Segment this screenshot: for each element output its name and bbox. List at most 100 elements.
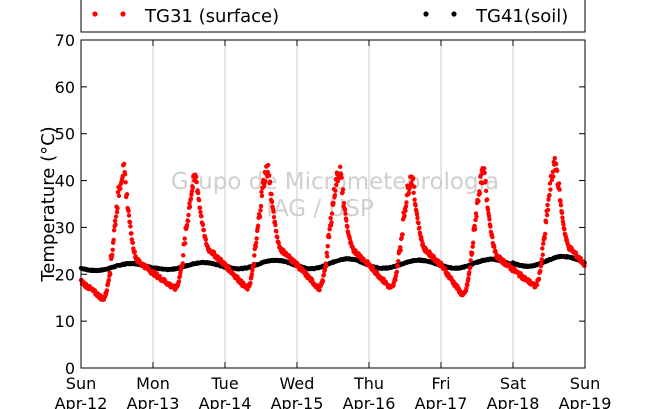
surface-point — [472, 227, 478, 232]
surface-point — [417, 225, 422, 231]
surface-point — [203, 237, 208, 242]
surface-point — [558, 199, 563, 204]
y-tick-label: 10 — [55, 312, 75, 331]
surface-point — [321, 272, 327, 278]
series-tg31-points — [78, 155, 587, 303]
surface-point — [110, 247, 115, 252]
surface-point — [406, 190, 412, 195]
x-tick-label-date: Apr-16 — [343, 394, 396, 409]
x-tick-label-date: Apr-13 — [127, 394, 180, 409]
x-tick-label-date: Apr-19 — [559, 394, 612, 409]
surface-point — [317, 287, 322, 293]
surface-point — [122, 172, 128, 177]
surface-point — [248, 280, 253, 286]
surface-point — [474, 214, 479, 219]
surface-point — [467, 270, 472, 275]
surface-point — [485, 207, 491, 212]
y-tick-label: 20 — [55, 265, 75, 284]
legend-marker-tg31-1 — [92, 11, 98, 17]
surface-point — [329, 211, 335, 216]
surface-point — [468, 258, 473, 263]
surface-point — [334, 182, 339, 188]
surface-point — [187, 201, 192, 206]
surface-point — [411, 190, 416, 195]
x-tick-label-day: Mon — [136, 374, 170, 393]
surface-point — [483, 178, 488, 184]
surface-point — [269, 199, 275, 205]
surface-point — [267, 179, 273, 184]
surface-point — [329, 220, 334, 225]
surface-point — [547, 181, 553, 186]
surface-point — [333, 188, 338, 193]
surface-point — [327, 227, 332, 232]
surface-point — [254, 236, 259, 241]
surface-point — [177, 274, 183, 279]
surface-point — [111, 237, 116, 243]
surface-point — [534, 282, 540, 288]
surface-point — [340, 187, 346, 192]
surface-point — [258, 208, 263, 213]
surface-point — [249, 271, 255, 277]
surface-point — [412, 197, 417, 202]
surface-point — [558, 203, 564, 208]
series-tg41-points — [78, 253, 587, 274]
x-tick-label-day: Sun — [570, 374, 600, 393]
surface-point — [548, 187, 553, 192]
surface-point — [186, 212, 191, 218]
surface-point — [490, 234, 495, 240]
surface-point — [487, 217, 492, 222]
surface-point — [331, 200, 336, 206]
surface-point — [254, 240, 259, 246]
surface-point — [539, 261, 544, 266]
surface-point — [332, 193, 338, 198]
surface-point — [477, 191, 483, 196]
surface-point — [194, 179, 199, 185]
legend-marker-tg41-1 — [423, 11, 429, 17]
surface-point — [554, 168, 560, 173]
y-tick-label: 70 — [55, 31, 75, 50]
x-tick-label-day: Thu — [353, 374, 384, 393]
surface-point — [399, 235, 404, 241]
surface-point — [556, 181, 562, 186]
legend-marker-tg41-2 — [451, 11, 457, 17]
surface-point — [258, 203, 264, 209]
surface-point — [111, 228, 117, 233]
surface-point — [559, 210, 565, 216]
x-tick-label-date: Apr-17 — [415, 394, 468, 409]
surface-point — [130, 240, 136, 245]
surface-point — [345, 224, 350, 230]
surface-point — [115, 206, 120, 211]
x-tick-label-date: Apr-14 — [199, 394, 252, 409]
y-tick-label: 30 — [55, 218, 75, 237]
y-tick-label: 0 — [65, 359, 75, 378]
surface-point — [328, 215, 333, 221]
legend-box — [80, 0, 586, 33]
surface-point — [201, 227, 207, 233]
surface-point — [116, 193, 122, 199]
y-axis-label: Temperature (°C) — [38, 126, 59, 282]
surface-point — [470, 250, 475, 256]
surface-point — [324, 250, 329, 256]
surface-point — [281, 247, 286, 253]
y-tick-label: 40 — [55, 172, 75, 191]
surface-point — [466, 276, 471, 281]
surface-point — [127, 219, 133, 225]
surface-point — [554, 161, 559, 167]
grid-lines — [152, 40, 514, 368]
surface-point — [414, 212, 420, 217]
surface-point — [411, 184, 417, 189]
surface-point — [542, 231, 548, 237]
surface-point — [200, 222, 206, 228]
surface-point — [176, 279, 182, 284]
y-tick-label: 60 — [55, 78, 75, 97]
surface-point — [552, 155, 557, 161]
legend-marker-tg31-2 — [120, 11, 126, 17]
surface-point — [189, 189, 195, 194]
surface-point — [194, 174, 199, 179]
x-tick-label-date: Apr-12 — [55, 394, 108, 409]
surface-point — [486, 213, 492, 219]
surface-point — [561, 222, 566, 227]
x-tick-label-date: Apr-18 — [487, 394, 540, 409]
surface-point — [118, 186, 123, 191]
